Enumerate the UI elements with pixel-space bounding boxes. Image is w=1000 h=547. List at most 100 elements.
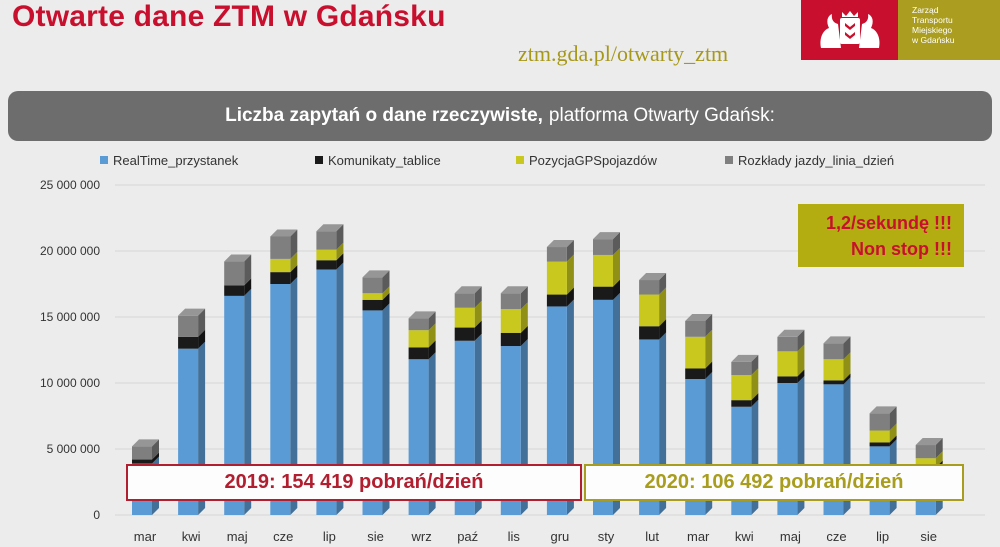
- bar-segment: [270, 272, 291, 284]
- bar-segment-side: [428, 323, 436, 348]
- x-tick-label: mar: [134, 529, 157, 544]
- bar-segment-side: [889, 435, 897, 447]
- bar-segment: [823, 343, 844, 360]
- bar-segment: [270, 236, 291, 259]
- bar-segment-side: [152, 452, 159, 464]
- callout-line-1: 1,2/sekundę !!!: [825, 213, 952, 233]
- bar-segment-side: [566, 254, 574, 295]
- bar-top: [500, 286, 528, 294]
- bar-segment-side: [336, 262, 344, 515]
- bar-segment-side: [797, 329, 805, 352]
- bar-top: [731, 354, 759, 362]
- bar-segment-side: [566, 240, 574, 262]
- bar-segment-side: [889, 406, 897, 431]
- bar-segment: [408, 318, 429, 331]
- bar-segment: [546, 261, 567, 295]
- bar-segment: [639, 280, 660, 295]
- bar-segment: [500, 332, 521, 347]
- bar-segment-side: [244, 278, 252, 296]
- logo-line: Zarząd: [912, 5, 939, 15]
- bar-segment: [777, 336, 798, 352]
- x-tick-label: sty: [598, 529, 615, 544]
- legend-label: Rozkłady jazdy_linia_dzień: [738, 153, 894, 168]
- banner-bold-text: Liczba zapytań o dane rzeczywiste,: [225, 105, 543, 126]
- bar-segment-side: [336, 224, 344, 250]
- bar-segment: [224, 295, 245, 515]
- y-tick-label: 20 000 000: [40, 244, 100, 258]
- bar-segment: [362, 310, 383, 515]
- x-tick-label: lip: [323, 529, 336, 544]
- x-tick-label: lis: [508, 529, 521, 544]
- x-tick-label: kwi: [735, 529, 754, 544]
- bar-segment: [132, 446, 152, 460]
- bar-segment-side: [613, 247, 620, 287]
- bar-segment-side: [198, 329, 206, 349]
- bar-top: [178, 308, 206, 316]
- bar-top: [362, 270, 390, 278]
- bar-top: [869, 406, 897, 414]
- bar-segment: [593, 299, 613, 515]
- bar-segment: [178, 315, 199, 337]
- bar-top: [408, 311, 436, 319]
- x-tick-label: maj: [227, 529, 248, 544]
- bar-segment-side: [843, 352, 851, 381]
- x-tick-label: sie: [920, 529, 937, 544]
- legend-label: Komunikaty_tablice: [328, 153, 441, 168]
- y-tick-label: 10 000 000: [40, 376, 100, 390]
- bar-segment: [731, 400, 752, 407]
- ztm-logo-text: Zarząd Transportu Miejskiego w Gdańsku: [898, 0, 1000, 60]
- bar-segment-side: [843, 373, 851, 385]
- bar-segment-side: [520, 286, 528, 310]
- bar-segment: [823, 359, 844, 381]
- bar-segment-side: [797, 369, 805, 383]
- bar-segment: [362, 299, 383, 311]
- bar-segment-side: [751, 393, 759, 407]
- year-2019-summary: 2019: 154 419 pobrań/dzień: [126, 464, 582, 501]
- bar-segment: [316, 269, 337, 515]
- source-url[interactable]: ztm.gda.pl/otwarty_ztm: [518, 41, 729, 66]
- bar-segment: [316, 260, 337, 270]
- bar-segment-side: [336, 242, 344, 261]
- y-tick-label: 5 000 000: [47, 442, 101, 456]
- bar-segment: [178, 336, 199, 349]
- bar-segment-side: [520, 325, 528, 347]
- x-tick-label: mar: [687, 529, 710, 544]
- bar-segment-side: [659, 273, 667, 295]
- legend-swatch: [516, 156, 524, 164]
- year-2020-summary: 2020: 106 492 pobrań/dzień: [584, 464, 964, 501]
- x-tick-label: lip: [876, 529, 889, 544]
- bar-segment: [454, 327, 475, 341]
- bar-segment-side: [474, 286, 482, 308]
- bar-segment-side: [705, 329, 713, 369]
- bar-segment-side: [244, 254, 252, 286]
- bar-segment: [408, 347, 429, 360]
- bar-segment: [500, 309, 521, 333]
- bar-top: [639, 273, 667, 281]
- bar-segment: [362, 293, 383, 300]
- bar-segment-side: [198, 308, 206, 337]
- x-tick-label: cze: [826, 529, 846, 544]
- bar-segment: [685, 368, 706, 380]
- bar-segment: [546, 294, 567, 307]
- y-tick-label: 25 000 000: [40, 178, 100, 192]
- bar-segment-side: [935, 451, 943, 468]
- bar-top: [593, 232, 620, 240]
- bar-top: [316, 224, 344, 232]
- callout-line-2: Non stop !!!: [851, 239, 952, 259]
- bar-segment-side: [751, 368, 759, 401]
- bar-segment: [639, 326, 660, 340]
- x-tick-label: lut: [645, 529, 659, 544]
- bar-segment: [593, 239, 613, 255]
- legend-label: PozycjaGPSpojazdów: [529, 153, 658, 168]
- bar-segment: [869, 442, 890, 447]
- bar-segment-side: [474, 300, 482, 328]
- bar-segment-side: [613, 279, 620, 300]
- bar-segment-side: [382, 303, 390, 515]
- x-tick-label: maj: [780, 529, 801, 544]
- bar-segment: [639, 294, 660, 327]
- bar-segment-side: [382, 292, 390, 311]
- legend-swatch: [100, 156, 108, 164]
- bar-segment: [777, 376, 798, 383]
- bar-segment: [915, 458, 936, 468]
- x-tick-label: kwi: [182, 529, 201, 544]
